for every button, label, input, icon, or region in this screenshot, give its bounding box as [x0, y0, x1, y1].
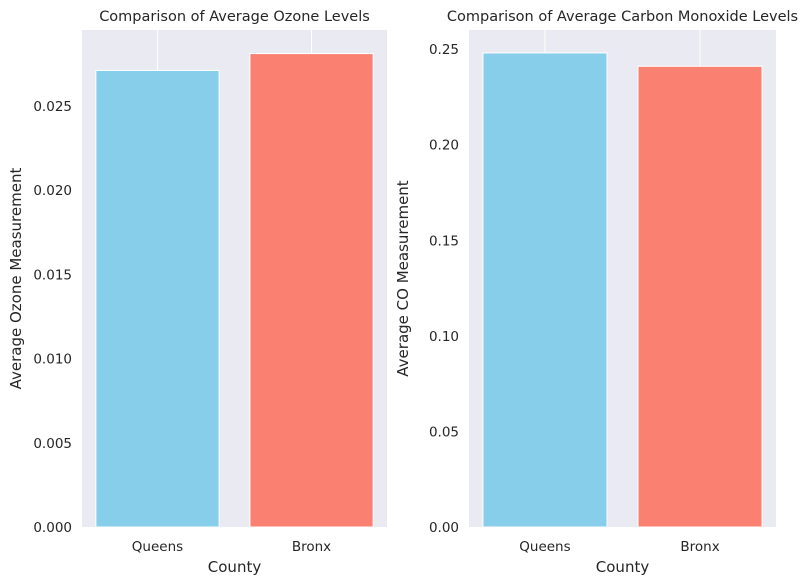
ozone-ytick-label: 0.005: [33, 436, 72, 452]
co-ytick-label: 0.20: [429, 138, 459, 154]
ozone-ytick-label: 0.010: [33, 352, 72, 368]
co-chart: 0.00 0.05 0.10 0.15 0.20 0.25 Queens Bronx Count…: [394, 9, 798, 576]
ozone-ytick-label: 0.000: [33, 520, 72, 536]
ozone-xtick-label: Bronx: [292, 539, 331, 555]
co-chart-title: Comparison of Average Carbon Monoxide Le…: [447, 9, 798, 25]
ozone-chart-title: Comparison of Average Ozone Levels: [99, 9, 370, 25]
ozone-ytick-label: 0.025: [33, 99, 72, 115]
co-bar-bronx: [637, 65, 763, 528]
co-ytick-label: 0.05: [429, 424, 459, 440]
ozone-y-axis-label: Average Ozone Measurement: [7, 168, 25, 390]
co-ytick-label: 0.00: [429, 520, 459, 536]
ozone-chart: 0.000 0.005 0.010 0.015 0.020 0.025 Queens Bron…: [7, 9, 387, 576]
ozone-bar-bronx: [249, 53, 374, 528]
co-xtick-label: Queens: [519, 539, 570, 555]
ozone-x-axis-label: County: [208, 558, 262, 576]
ozone-xtick-label: Queens: [132, 539, 183, 555]
co-bar-queens: [482, 52, 608, 528]
co-ytick-label: 0.15: [429, 233, 459, 249]
co-ytick-label: 0.25: [429, 42, 459, 58]
ozone-ytick-label: 0.020: [33, 183, 72, 199]
co-ytick-label: 0.10: [429, 329, 459, 345]
co-y-axis-label: Average CO Measurement: [394, 180, 412, 377]
co-xtick-label: Bronx: [680, 539, 719, 555]
co-x-axis-label: County: [596, 558, 650, 576]
ozone-bar-queens: [95, 69, 220, 528]
ozone-ytick-label: 0.015: [33, 267, 72, 283]
